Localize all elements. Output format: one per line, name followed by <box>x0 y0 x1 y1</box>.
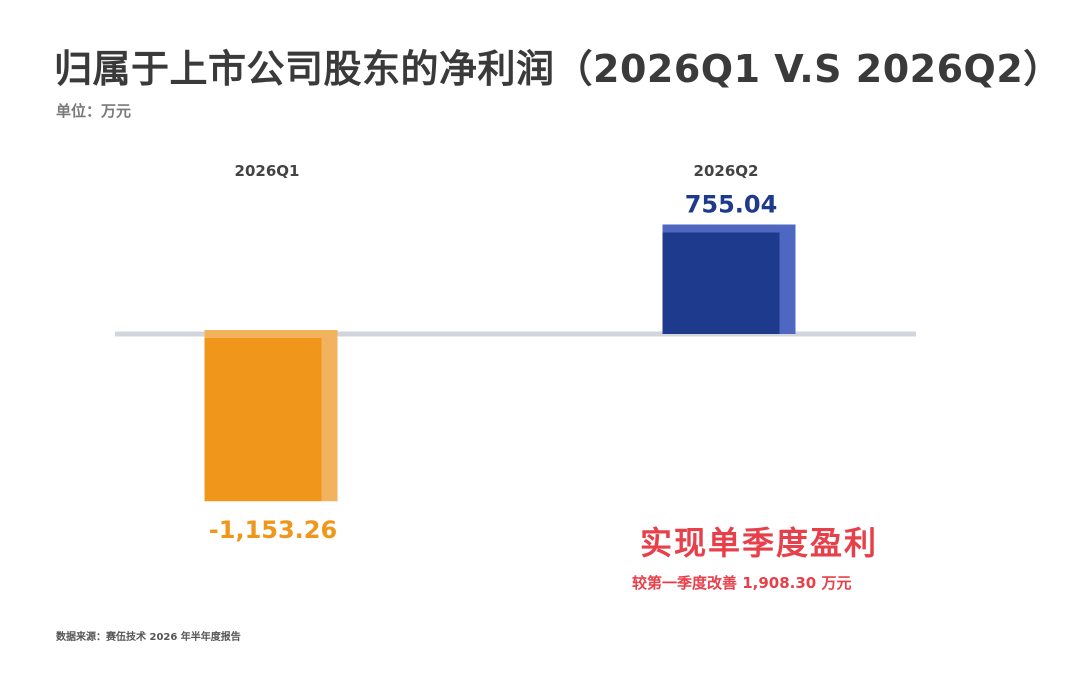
chart-title: 归属于上市公司股东的净利润（2026Q1 V.S 2026Q2） <box>54 47 1062 91</box>
bar-q1-cap <box>204 330 338 338</box>
bar-q2 <box>662 224 780 334</box>
category-label-q2: 2026Q2 <box>694 162 759 180</box>
bar-q2-cap <box>662 224 796 233</box>
category-label-q1: 2026Q1 <box>235 162 300 180</box>
bar-q2-side <box>779 224 796 334</box>
unit-label: 单位：万元 <box>56 102 132 120</box>
bar-group-q2 <box>662 224 796 334</box>
value-label-q2: 755.04 <box>685 191 778 219</box>
source-note: 数据来源：赛伍技术 2026 年半年度报告 <box>56 632 241 643</box>
bar-q1-side <box>321 334 338 502</box>
bar-group-q1 <box>204 330 338 502</box>
callout-detail: 较第一季度改善 1,908.30 万元 <box>632 574 852 592</box>
value-label-q1: -1,153.26 <box>209 516 337 544</box>
bar-q1 <box>204 334 322 502</box>
callout-headline: 实现单季度盈利 <box>640 524 879 562</box>
